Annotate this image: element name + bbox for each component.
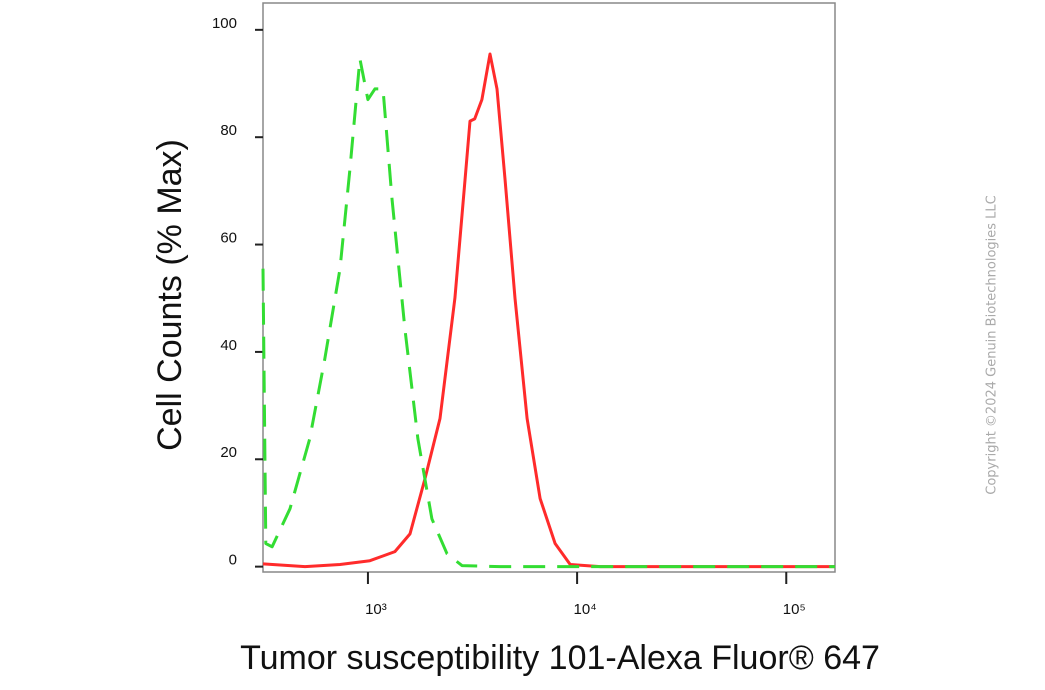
- y-tick-label: 0: [229, 552, 237, 569]
- x-tick-label: 10⁵: [783, 601, 806, 618]
- x-tick-label: 10⁴: [574, 601, 597, 618]
- y-tick-label: 80: [220, 122, 237, 139]
- series-line: [262, 52, 835, 569]
- y-axis-title: Cell Counts (% Max): [151, 139, 189, 451]
- copyright: Copyright ©2024 Genuin Biotechnologies L…: [985, 195, 1000, 494]
- y-tick-label: 20: [220, 444, 237, 461]
- plot-frame: [262, 2, 836, 573]
- x-tick-label: 10³: [365, 601, 387, 618]
- series-line: [261, 57, 835, 569]
- x-axis-title: Tumor susceptibility 101-Alexa Fluor® 64…: [240, 639, 880, 677]
- y-tick-label: 40: [220, 337, 237, 354]
- y-tick-label: 100: [212, 15, 237, 32]
- y-tick-label: 60: [220, 230, 237, 247]
